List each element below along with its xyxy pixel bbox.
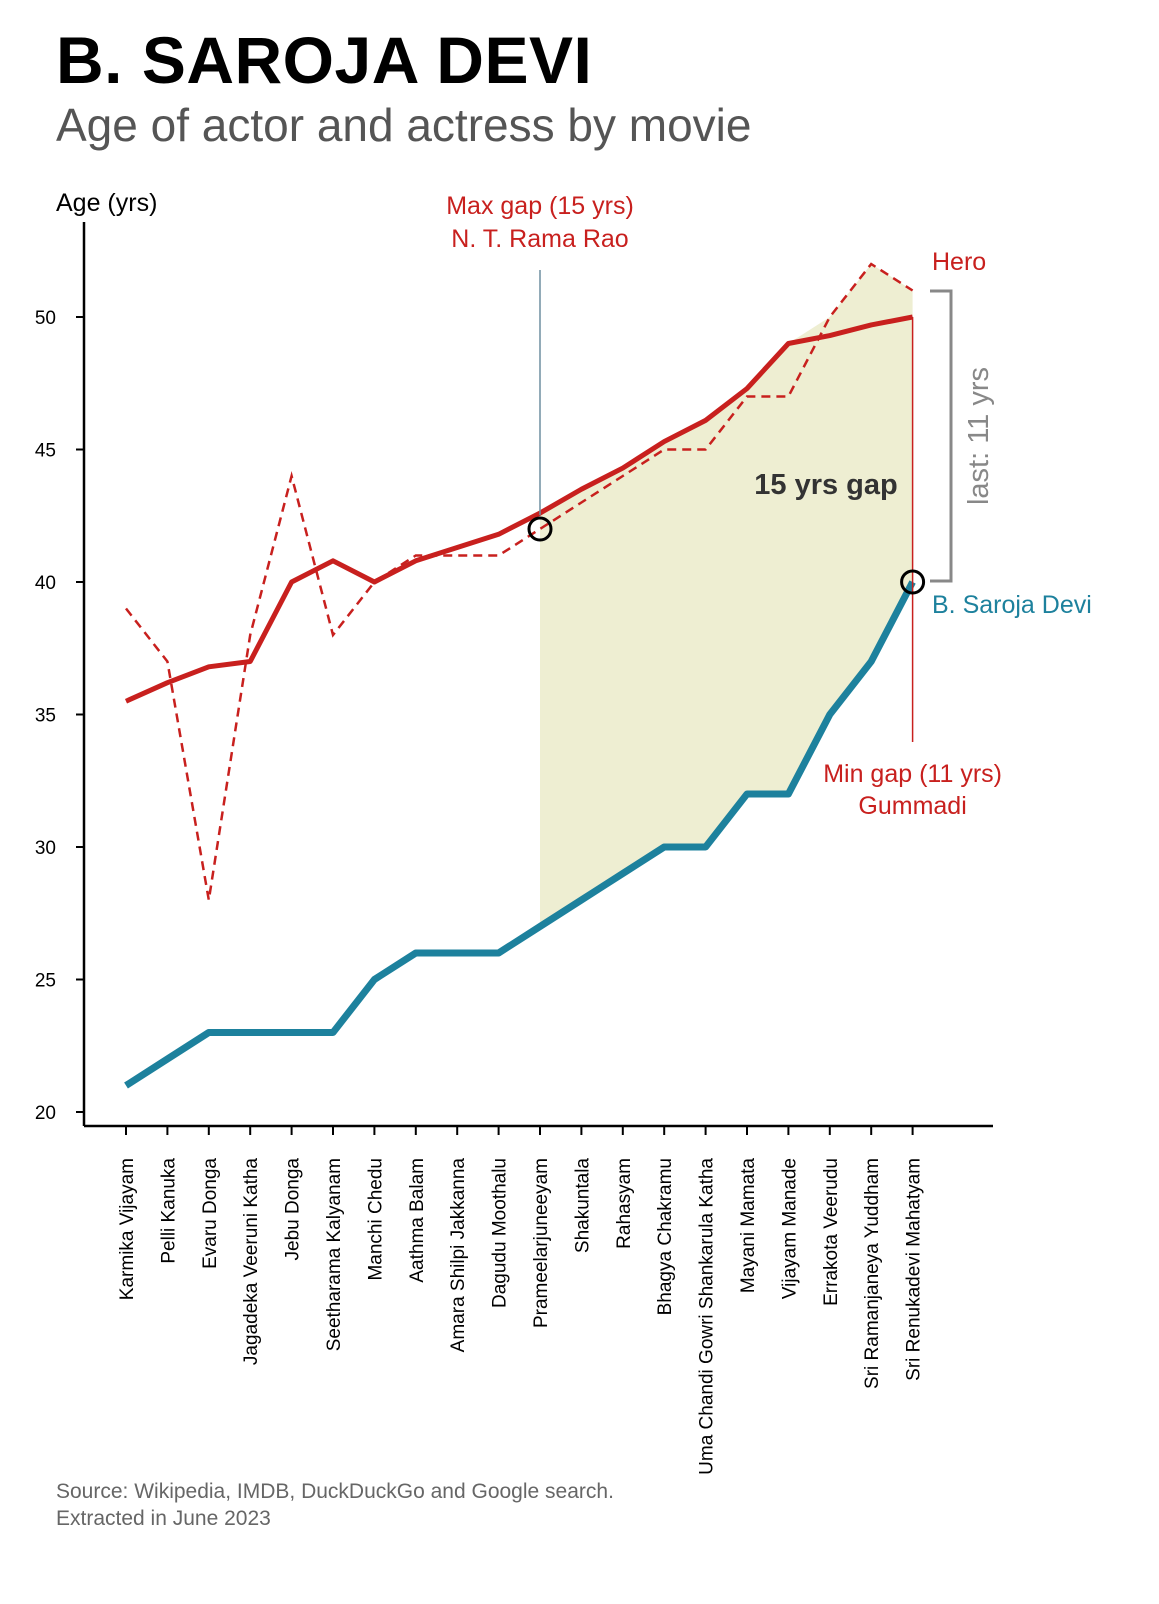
x-tick-label: Shakuntala xyxy=(572,1158,593,1254)
y-tick-label: 30 xyxy=(35,838,56,859)
heroine-series-label: B. Saroja Devi xyxy=(932,591,1092,619)
x-tick-label: Evaru Donga xyxy=(200,1158,221,1269)
source-line: Source: Wikipedia, IMDB, DuckDuckGo and … xyxy=(56,1480,614,1503)
x-tick-label: Amara Shilpi Jakkanna xyxy=(448,1158,469,1353)
heroine-age-line xyxy=(124,580,916,1089)
x-tick-label: Bhagya Chakramu xyxy=(655,1158,676,1315)
x-tick-label: Sri Ramanjaneya Yuddham xyxy=(862,1158,883,1389)
min-gap-marker xyxy=(900,569,926,595)
source-footer: Source: Wikipedia, IMDB, DuckDuckGo and … xyxy=(56,1478,614,1532)
x-tick-label: Karmika Vijayam xyxy=(117,1158,138,1300)
y-tick-label: 50 xyxy=(35,308,56,329)
min-gap-actor-label: Gummadi xyxy=(858,792,966,820)
x-tick-label: Aathma Balam xyxy=(407,1158,428,1283)
chart-subtitle: Age of actor and actress by movie xyxy=(56,99,752,151)
y-tick-label: 20 xyxy=(35,1103,56,1124)
x-tick-label: Jagadeka Veeruni Katha xyxy=(241,1158,262,1365)
y-axis-label: Age (yrs) xyxy=(56,189,157,217)
x-tick-label: Sri Renukadevi Mahatyam xyxy=(904,1158,925,1381)
x-tick-label: Vijayam Manade xyxy=(779,1158,800,1299)
x-tick-label: Seetharama Kalyanam xyxy=(324,1158,345,1351)
min-gap-label: Min gap (11 yrs) xyxy=(823,760,1002,788)
extracted-line: Extracted in June 2023 xyxy=(56,1507,271,1530)
y-tick-label: 35 xyxy=(35,706,56,727)
x-tick-label: Rahasyam xyxy=(614,1158,635,1249)
hero-age-dashed-line xyxy=(125,262,914,901)
y-tick-label: 45 xyxy=(35,441,56,462)
x-tick-label: Prameelarjuneeyam xyxy=(531,1158,552,1328)
last-gap-label: last: 11 yrs xyxy=(963,367,995,505)
last-gap-bracket xyxy=(930,289,953,583)
max-gap-actor-label: N. T. Rama Rao xyxy=(451,225,628,253)
x-tick-label: Mayani Mamata xyxy=(738,1158,759,1294)
hero-age-trend-line xyxy=(124,314,914,704)
max-gap-marker xyxy=(527,516,553,542)
x-tick-label: Errakota Veerudu xyxy=(821,1158,842,1306)
gap-label: 15 yrs gap xyxy=(754,469,897,501)
x-tick-label: Manchi Chedu xyxy=(365,1158,386,1281)
max-gap-label: Max gap (15 yrs) xyxy=(446,192,634,220)
y-tick-label: 25 xyxy=(35,971,56,992)
x-tick-label: Uma Chandi Gowri Shankarula Katha xyxy=(697,1158,718,1475)
hero-series-label: Hero xyxy=(932,248,986,276)
gap-shaded-area xyxy=(540,264,913,927)
x-tick-label: Pelli Kanuka xyxy=(158,1158,179,1264)
y-tick-label: 40 xyxy=(35,573,56,594)
x-tick-label: Jebu Donga xyxy=(283,1158,304,1261)
chart-title: B. SAROJA DEVI xyxy=(56,23,593,97)
x-tick-label: Dagudu Moothalu xyxy=(490,1158,511,1308)
